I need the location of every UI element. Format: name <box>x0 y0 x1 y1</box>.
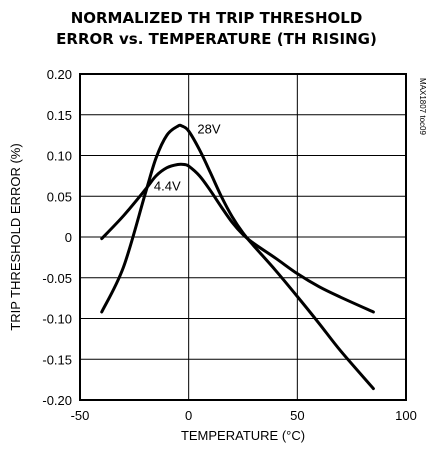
y-tick-label: 0 <box>65 230 72 245</box>
x-tick-label: 0 <box>185 408 192 423</box>
y-tick-label: -0.15 <box>42 352 72 367</box>
series-line-4-4v <box>100 162 375 314</box>
x-tick-label: -50 <box>71 408 90 423</box>
y-tick-label: 0.20 <box>47 67 72 82</box>
series-lines <box>100 123 375 391</box>
chart-title: NORMALIZED TH TRIP THRESHOLD <box>70 9 363 27</box>
series-label-28v: 28V <box>197 121 220 136</box>
y-tick-label: 0.10 <box>47 149 72 164</box>
part-number-watermark: MAX1807 toc09 <box>418 78 427 135</box>
y-tick-label: 0.15 <box>47 108 72 123</box>
series-line-28v <box>100 123 375 391</box>
x-tick-label: 50 <box>290 408 304 423</box>
tick-labels: -50 0 50 100 0.20 0.15 0.10 0.05 0 -0.05 -0.10 -0.1… <box>42 67 416 423</box>
x-axis-label: TEMPERATURE (°C) <box>181 428 305 443</box>
y-tick-label: -0.10 <box>42 312 72 327</box>
y-tick-label: -0.20 <box>42 393 72 408</box>
x-tick-label: 100 <box>395 408 417 423</box>
grid <box>80 74 406 400</box>
y-axis-label: TRIP THRESHOLD ERROR (%) <box>8 143 23 330</box>
series-label-4-4v: 4.4V <box>154 179 181 194</box>
plot-area <box>79 73 407 401</box>
chart-subtitle: ERROR vs. TEMPERATURE (TH RISING) <box>56 30 377 48</box>
y-tick-label: 0.05 <box>47 189 72 204</box>
y-tick-label: -0.05 <box>42 271 72 286</box>
